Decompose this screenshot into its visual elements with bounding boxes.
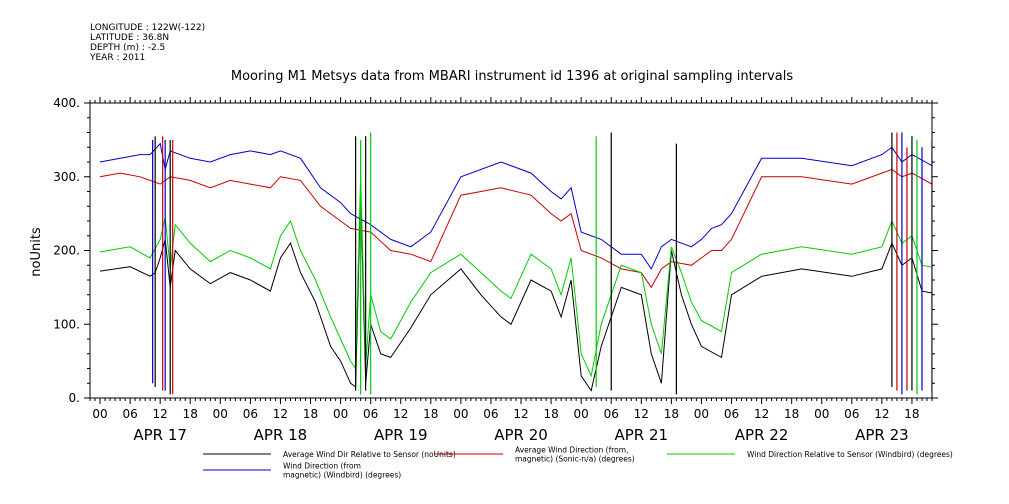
series-line-1 <box>99 191 932 392</box>
x-day-label: APR 20 <box>494 426 548 444</box>
meta-longitude: LONGITUDE : 122W(-122) <box>90 23 205 33</box>
x-tick-label: 06 <box>844 407 859 421</box>
x-day-label: APR 23 <box>855 426 909 444</box>
y-tick-label: 300. <box>53 170 80 184</box>
x-tick-label: 00 <box>333 407 348 421</box>
legend-label: Wind Direction Relative to Sensor (Windb… <box>747 450 953 459</box>
legend-label: Average Wind Direction (from, <box>515 446 628 455</box>
x-tick-label: 06 <box>724 407 739 421</box>
x-tick-label: 12 <box>393 407 408 421</box>
x-tick-label: 18 <box>784 407 799 421</box>
legend-label: Average Wind Dir Relative to Sensor (noU… <box>283 450 456 459</box>
legend-label: magnetic) (Sonic-n/a) (degrees) <box>515 455 635 464</box>
x-day-label: APR 22 <box>735 426 789 444</box>
x-tick-label: 06 <box>243 407 258 421</box>
y-tick-label: 0. <box>69 391 80 405</box>
x-day-label: APR 18 <box>254 426 308 444</box>
y-tick-label: 100. <box>53 317 80 331</box>
series-line-4 <box>99 142 932 270</box>
plot-frame <box>89 102 933 399</box>
x-day-label: APR 17 <box>133 426 187 444</box>
meta-latitude: LATITUDE : 36.8N <box>90 33 169 43</box>
x-tick-label: 12 <box>754 407 769 421</box>
legend-label: magnetic) (Windbird) (degrees) <box>283 471 401 480</box>
x-tick-label: 12 <box>273 407 288 421</box>
x-tick-label: 00 <box>814 407 829 421</box>
y-tick-label: 200. <box>53 244 80 258</box>
x-tick-label: 12 <box>874 407 889 421</box>
x-day-label: APR 21 <box>615 426 669 444</box>
x-tick-label: 18 <box>904 407 919 421</box>
x-tick-label: 00 <box>694 407 709 421</box>
meta-year: YEAR : 2011 <box>89 53 145 63</box>
x-tick-label: 12 <box>634 407 649 421</box>
chart-title: Mooring M1 Metsys data from MBARI instru… <box>231 69 793 84</box>
x-tick-label: 00 <box>453 407 468 421</box>
x-tick-label: 18 <box>664 407 679 421</box>
x-tick-label: 06 <box>122 407 137 421</box>
x-tick-label: 00 <box>213 407 228 421</box>
x-tick-label: 06 <box>604 407 619 421</box>
y-tick-label: 400. <box>53 96 80 110</box>
x-tick-label: 06 <box>363 407 378 421</box>
meta-depth: DEPTH (m) : -2.5 <box>90 43 165 53</box>
x-tick-label: 00 <box>574 407 589 421</box>
series-line-3 <box>99 176 932 378</box>
x-day-label: APR 19 <box>374 426 428 444</box>
x-tick-label: 12 <box>153 407 168 421</box>
x-tick-label: 18 <box>423 407 438 421</box>
x-tick-label: 18 <box>183 407 198 421</box>
x-tick-label: 12 <box>513 407 528 421</box>
x-tick-label: 00 <box>92 407 107 421</box>
x-tick-label: 18 <box>543 407 558 421</box>
y-axis-label: noUnits <box>29 227 44 277</box>
series-line-2 <box>99 168 932 289</box>
x-tick-label: 18 <box>303 407 318 421</box>
legend-label: Wind Direction (from <box>283 462 361 471</box>
x-tick-label: 06 <box>483 407 498 421</box>
